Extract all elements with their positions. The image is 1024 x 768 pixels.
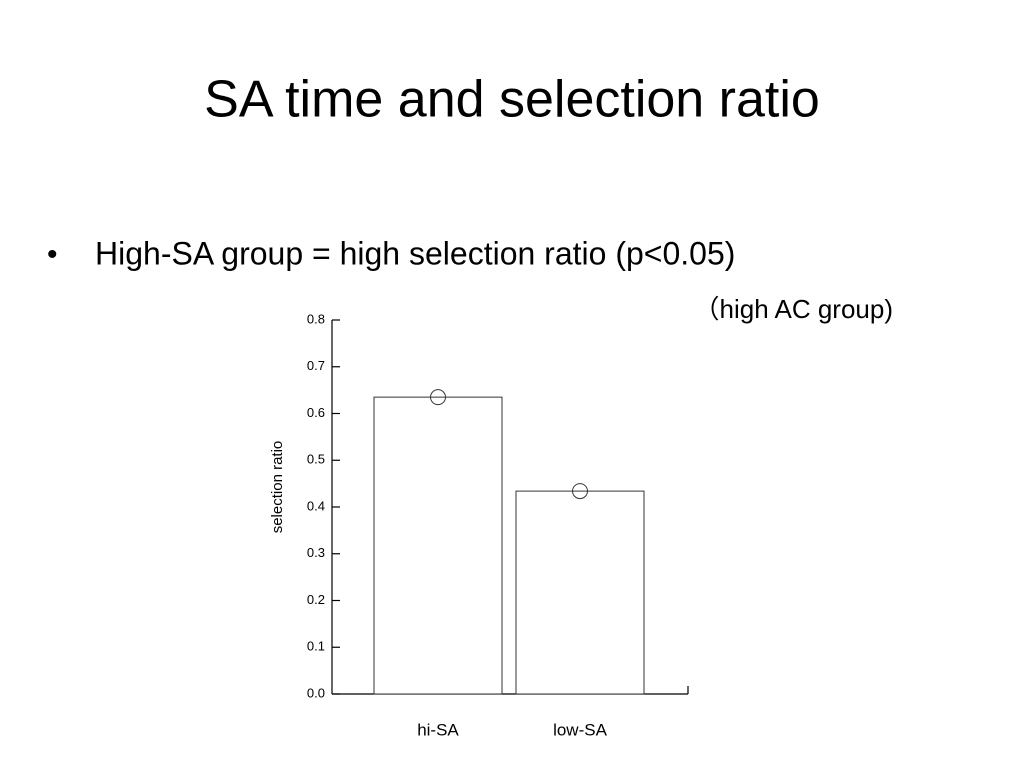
- mean-marker: [430, 389, 446, 406]
- x-tick-label: hi-SA: [417, 720, 459, 739]
- bullet-marker: •: [47, 238, 58, 271]
- mean-marker: [572, 483, 588, 500]
- y-tick-label: 0.0: [307, 685, 325, 700]
- note: （high AC group): [694, 294, 893, 324]
- y-tick-label: 0.2: [307, 592, 325, 607]
- y-tick-label: 0.4: [307, 498, 325, 513]
- y-tick-label: 0.5: [307, 452, 325, 467]
- y-axis-label: selection ratio: [269, 441, 286, 534]
- y-tick-label: 0.1: [307, 639, 325, 654]
- bar: [373, 396, 503, 695]
- y-tick-label: 0.3: [307, 545, 325, 560]
- bullet-text: High-SA group = high selection ratio (p<…: [95, 235, 735, 271]
- x-tick-label: low-SA: [553, 720, 608, 739]
- y-tick-label: 0.8: [307, 311, 325, 326]
- y-tick-label: 0.6: [307, 405, 325, 420]
- slide-title: SA time and selection ratio: [204, 71, 820, 129]
- y-tick-label: 0.7: [307, 358, 325, 373]
- bar: [515, 490, 645, 695]
